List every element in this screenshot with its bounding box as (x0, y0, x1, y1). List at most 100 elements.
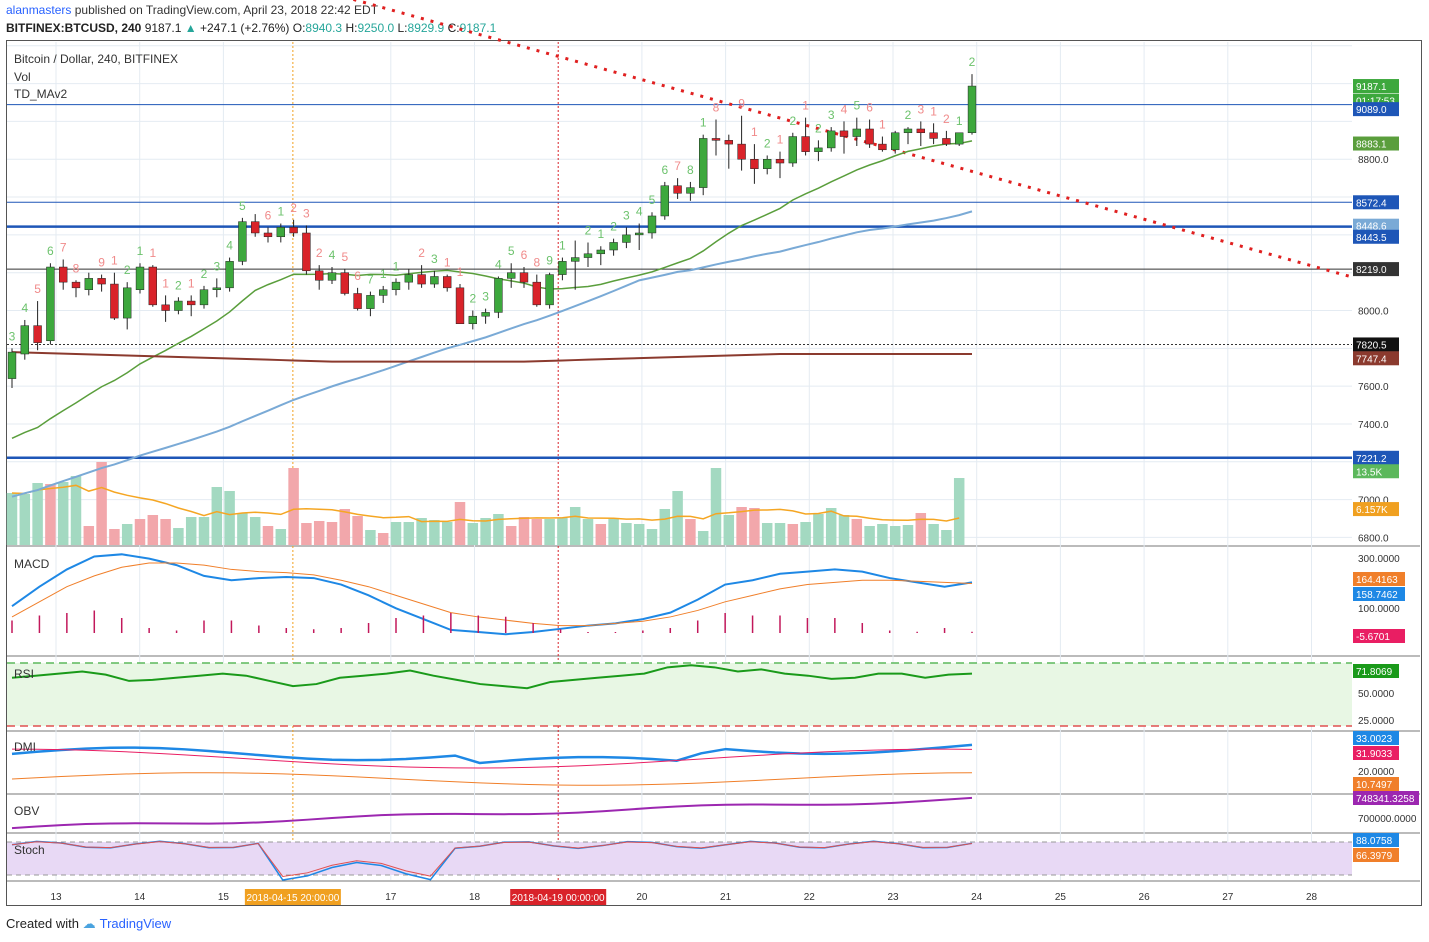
volume-bar (595, 524, 607, 545)
td-count-label: 5 (239, 199, 246, 213)
volume-bar (697, 531, 709, 545)
author-link[interactable]: alanmasters (6, 3, 72, 17)
candle-body (430, 276, 439, 285)
price-tag-label: 8572.4 (1356, 198, 1387, 209)
c-label: C: (447, 21, 460, 35)
dmi-label: DMI (14, 740, 36, 754)
time-axis: 13 14 15 17 18 20 21 22 23 24 25 26 27 28 2018-04-15 2… (50, 889, 1317, 905)
volume-bar (557, 518, 568, 545)
candle-body (635, 232, 644, 236)
volume-bar (864, 526, 875, 545)
trendline (349, 0, 1351, 278)
time-tick-label: 23 (887, 892, 899, 903)
candle-body (724, 140, 733, 145)
last-price: 9187.1 (144, 21, 182, 35)
price-tag (1353, 502, 1399, 517)
dmi-tag-label: 31.9033 (1356, 749, 1393, 760)
td-count-label: 5 (341, 250, 348, 264)
price-tag-label: 7820.5 (1356, 340, 1387, 351)
rsi-tag (1353, 664, 1399, 678)
time-marker-tag (510, 889, 607, 905)
candle-body (865, 128, 874, 145)
td-count-label: 2 (124, 263, 131, 277)
macd-tag (1353, 572, 1405, 586)
candle-body (46, 266, 55, 342)
volume-bar (429, 520, 440, 545)
td-count-label: 1 (457, 265, 464, 279)
candle-body (942, 138, 951, 145)
volume-bar (121, 524, 133, 545)
volume-bar (902, 525, 914, 545)
candle-body (494, 278, 503, 313)
time-tick-label: 21 (720, 892, 732, 903)
td-count-label: 1 (137, 244, 144, 258)
candle-body (609, 242, 618, 251)
volume-bar (659, 509, 671, 545)
candle-body (750, 158, 759, 169)
price-tag-label: 8448.6 (1356, 222, 1387, 233)
td-count-label: 6 (661, 163, 668, 177)
td-count-label: 8 (713, 101, 720, 115)
candle-body (545, 274, 554, 306)
time-marker-tag (244, 889, 341, 905)
volume-bar (441, 522, 453, 545)
volume-bar (198, 517, 210, 545)
td-count-label: 1 (393, 259, 400, 273)
volume-bar (544, 519, 555, 545)
price-tag-label: 7747.4 (1356, 354, 1387, 365)
td-count-label: 1 (444, 256, 451, 270)
td-count-label: 5 (649, 193, 656, 207)
moving-averages (11, 140, 973, 498)
td-count-label: 2 (905, 108, 912, 122)
volume-bar (800, 522, 811, 545)
price-tag-label: 6.157K (1356, 505, 1388, 516)
candle-body (71, 281, 81, 289)
candle-body (174, 300, 183, 311)
candle-body (59, 266, 68, 283)
rsi-label: RSI (14, 667, 35, 681)
macd-label: MACD (14, 557, 50, 571)
macd-line (11, 553, 973, 636)
candle-body (353, 293, 362, 309)
price-tag (1353, 464, 1399, 479)
td-count-label: 1 (802, 99, 809, 113)
candle-body (929, 132, 938, 139)
td-count-label: 2 (789, 114, 796, 128)
rsi-tag-label: 71.8069 (1356, 667, 1393, 678)
macd-tag-label: 164.4163 (1356, 575, 1398, 586)
candle-body (404, 274, 413, 283)
volume-bar (928, 524, 939, 545)
td-count-label: 6 (521, 248, 528, 262)
candle-body (967, 85, 977, 134)
td-count-label: 2 (418, 246, 425, 260)
td-count-label: 4 (841, 102, 848, 116)
time-tick-label: 26 (1139, 892, 1151, 903)
price-tag (1353, 136, 1399, 151)
td-count-label: 3 (431, 252, 438, 266)
td-count-label: 6 (265, 208, 272, 222)
volume-bar (288, 468, 299, 545)
td-count-label: 3 (917, 102, 924, 116)
macd-tag-label: 158.7462 (1356, 590, 1398, 601)
symbol-name: BITFINEX:BTCUSD, 240 (6, 21, 142, 35)
time-tick-label: 18 (469, 892, 481, 903)
dmi-tag (1353, 777, 1399, 791)
volume-bar (621, 523, 632, 545)
time-tick-label: 14 (134, 892, 146, 903)
candle-body (84, 278, 93, 290)
l-label: L: (397, 21, 408, 35)
h-label: H: (345, 21, 358, 35)
td-count-label: 7 (674, 159, 681, 173)
obv-tick-label: 700000.0000 (1358, 814, 1417, 825)
obv-label: OBV (14, 804, 40, 818)
volume-bar (147, 515, 159, 545)
candle-body (596, 249, 605, 255)
candle-body (903, 128, 913, 134)
volume-bar (672, 491, 683, 545)
price-tag (1353, 79, 1399, 94)
volume-bar (109, 529, 120, 545)
volume-bar (275, 529, 287, 545)
tradingview-link[interactable]: TradingView (99, 916, 172, 931)
td-count-label: 5 (34, 282, 41, 296)
